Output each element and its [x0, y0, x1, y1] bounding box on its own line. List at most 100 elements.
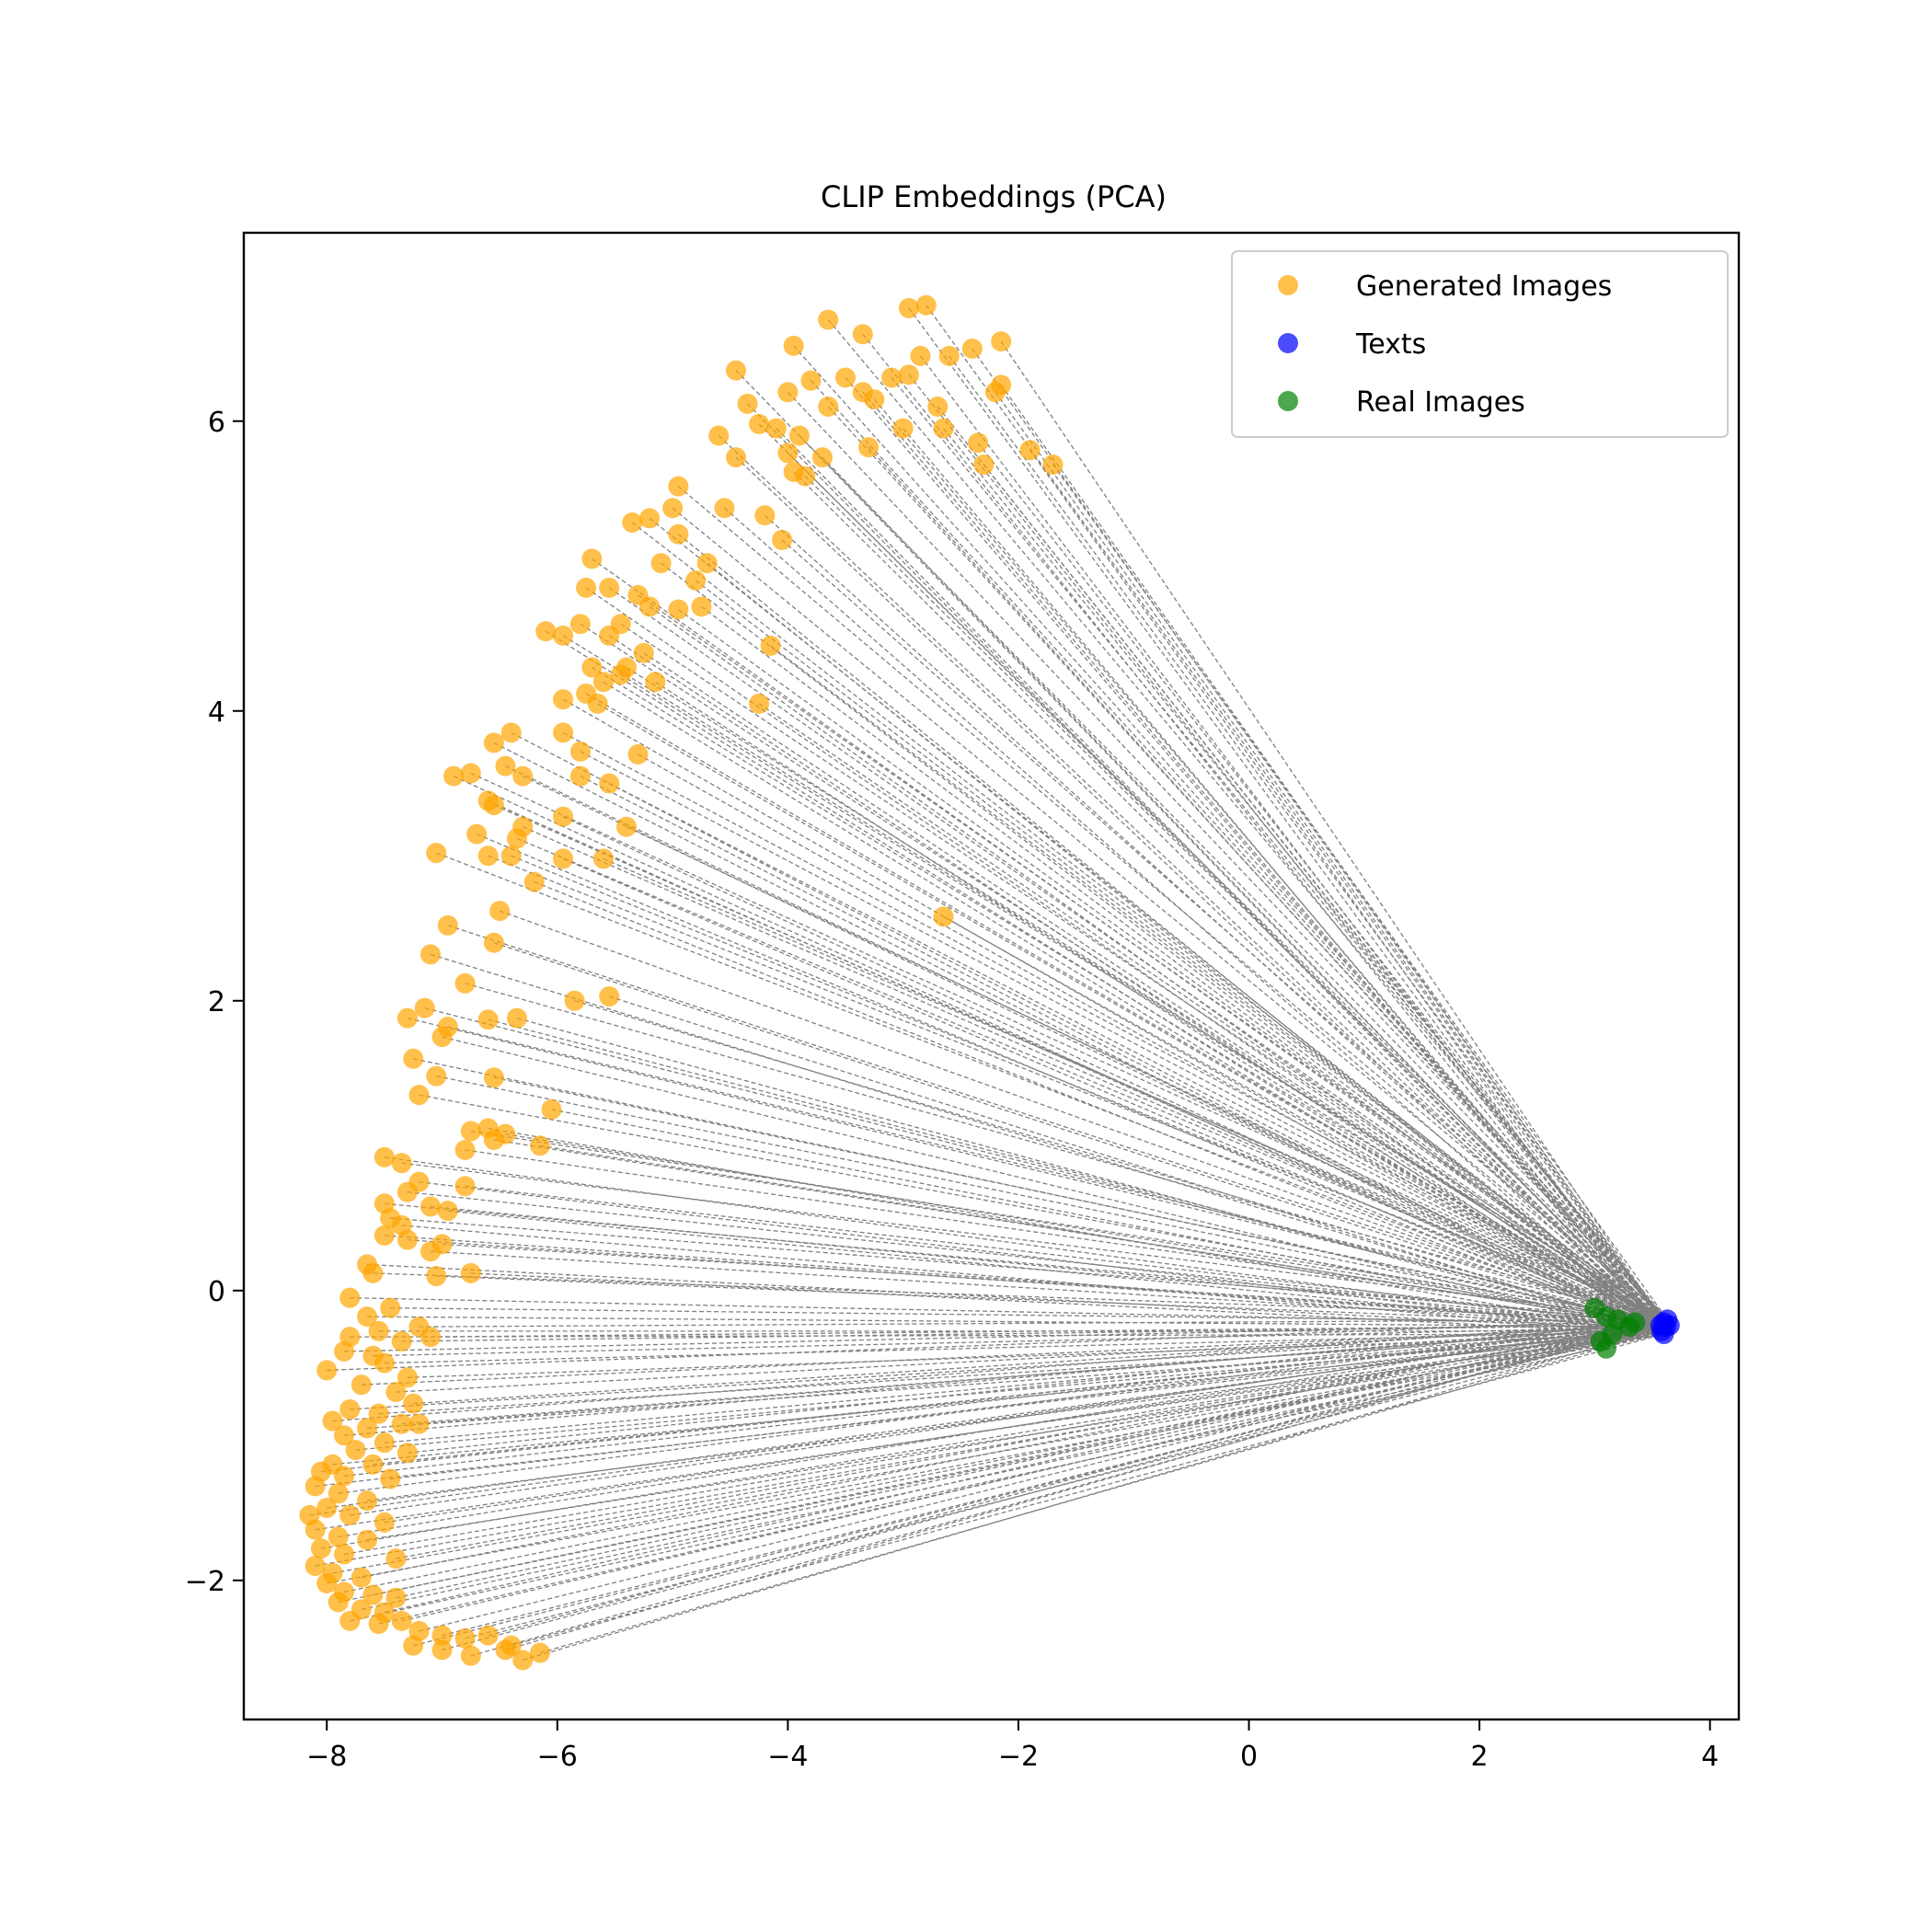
connector-line: [926, 305, 1667, 1328]
connector-line: [551, 1109, 1662, 1332]
generated-image-point: [592, 672, 614, 693]
generated-image-point: [639, 508, 661, 529]
generated-image-point: [483, 932, 504, 953]
generated-image-point: [553, 625, 574, 646]
connector-line: [654, 681, 1664, 1335]
connector-line: [401, 1162, 1668, 1320]
connector-line: [972, 348, 1665, 1323]
connector-line: [562, 731, 1668, 1320]
generated-image-point: [368, 1403, 389, 1424]
connector-line: [350, 1333, 1664, 1338]
connector-line: [787, 452, 1671, 1327]
generated-image-point: [662, 498, 684, 519]
connector-line: [908, 307, 1662, 1332]
generated-image-point: [408, 1085, 430, 1106]
generated-image-point: [483, 732, 504, 753]
real-image-point: [1625, 1312, 1646, 1333]
generated-image-point: [489, 901, 511, 922]
generated-image-point: [892, 418, 914, 439]
generated-image-point: [569, 741, 591, 762]
x-tick-label: −2: [998, 1741, 1039, 1773]
generated-image-point: [443, 765, 465, 787]
generated-image-point: [305, 1556, 326, 1577]
connector-line: [424, 1007, 1661, 1327]
connector-line: [384, 1235, 1670, 1327]
generated-image-point: [725, 447, 746, 468]
x-tick-label: 4: [1701, 1741, 1719, 1773]
generated-image-point: [495, 755, 516, 776]
connector-line: [574, 1000, 1671, 1327]
generated-image-point: [1042, 454, 1064, 476]
connector-line: [350, 1321, 1664, 1516]
generated-image-point: [973, 454, 995, 476]
connector-line: [361, 1324, 1670, 1386]
generated-image-point: [403, 1635, 424, 1656]
connector-line: [608, 635, 1664, 1335]
generated-image-point: [385, 1587, 407, 1608]
generated-image-point: [553, 848, 574, 869]
connector-line: [983, 464, 1667, 1328]
generated-image-point: [328, 1526, 349, 1547]
generated-image-point: [564, 990, 585, 1011]
generated-image-point: [391, 1610, 412, 1631]
generated-image-point: [599, 625, 620, 646]
connector-line: [419, 1318, 1668, 1328]
connector-line: [511, 855, 1667, 1328]
generated-image-point: [339, 1398, 361, 1420]
connector-line: [793, 471, 1662, 1332]
connector-line: [401, 1324, 1661, 1342]
generated-image-point: [357, 1529, 378, 1550]
connector-line: [511, 1333, 1664, 1647]
generated-image-point: [852, 324, 873, 345]
generated-image-point: [599, 577, 620, 598]
generated-image-point: [316, 1360, 338, 1381]
chart-title: CLIP Embeddings (PCA): [821, 179, 1167, 214]
generated-image-point: [898, 297, 919, 318]
connector-line: [343, 1321, 1664, 1478]
connector-line: [401, 1324, 1661, 1622]
connector-line: [638, 594, 1668, 1320]
generated-image-point: [754, 505, 776, 526]
generated-image-point: [454, 972, 476, 994]
connector-line: [862, 391, 1662, 1332]
generated-image-point: [397, 1443, 418, 1464]
generated-image-point: [339, 1504, 361, 1525]
x-tick-label: 0: [1240, 1741, 1258, 1773]
generated-image-point: [403, 1393, 424, 1414]
generated-image-point: [933, 418, 954, 439]
generated-image-point: [345, 1440, 366, 1461]
generated-image-point: [310, 1538, 331, 1559]
generated-image-point: [368, 1320, 389, 1341]
generated-image-point: [351, 1374, 372, 1396]
generated-image-point: [553, 806, 574, 827]
generated-image-point: [587, 693, 608, 714]
connector-line: [827, 406, 1671, 1327]
generated-image-point: [633, 642, 654, 663]
connector-line: [891, 377, 1671, 1326]
generated-image-point: [391, 1153, 412, 1174]
text-point: [1650, 1315, 1671, 1336]
generated-image-point: [426, 1266, 447, 1287]
generated-image-point: [431, 1639, 453, 1661]
connector-line: [493, 742, 1664, 1335]
generated-image-point: [818, 309, 839, 330]
connector-line: [695, 580, 1664, 1323]
connector-line: [499, 910, 1662, 1327]
connector-line: [488, 799, 1662, 1327]
connector-line: [1000, 340, 1665, 1323]
connector-line: [522, 776, 1667, 1328]
connector-line: [562, 816, 1662, 1332]
connector-line: [919, 355, 1662, 1332]
generated-image-point: [668, 523, 689, 545]
connector-line: [781, 539, 1668, 1320]
x-axis: −8 −6 −4 −2 0 2 4: [306, 1719, 1719, 1773]
x-tick-label: −4: [767, 1741, 808, 1773]
generated-image-point: [777, 382, 799, 403]
connector-line: [361, 1330, 1662, 1610]
connector-line: [493, 1139, 1661, 1327]
connector-line: [390, 1307, 1664, 1324]
generated-image-point: [391, 1330, 412, 1351]
generated-image-point: [357, 1418, 378, 1439]
connector-line: [903, 428, 1665, 1335]
